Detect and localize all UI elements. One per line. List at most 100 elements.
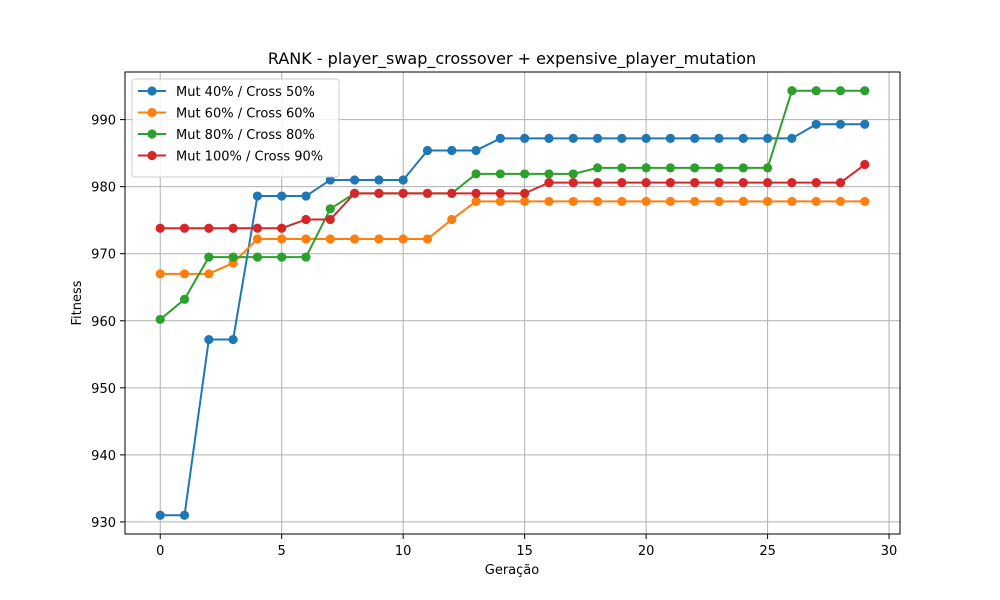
y-tick-label: 970 <box>91 248 116 263</box>
data-point <box>690 133 700 143</box>
data-point <box>422 188 433 198</box>
data-point <box>325 204 335 214</box>
data-point <box>738 178 748 188</box>
data-point <box>592 178 603 188</box>
data-point <box>641 133 651 143</box>
data-point <box>811 178 821 188</box>
x-tick-label: 5 <box>278 544 286 559</box>
data-point <box>277 234 287 244</box>
data-point <box>641 196 651 207</box>
data-point <box>592 163 603 173</box>
data-point <box>617 133 627 143</box>
legend-box <box>131 78 340 178</box>
data-point <box>520 188 530 198</box>
data-point <box>277 252 287 262</box>
data-point <box>277 191 287 201</box>
data-point <box>228 334 238 345</box>
legend: Mut 40% / Cross 50% Mut 60% / Cross 60% Mu… <box>131 78 340 178</box>
data-point <box>762 163 773 173</box>
data-point <box>617 178 627 188</box>
data-point <box>520 169 530 179</box>
legend-swatch-marker <box>147 129 157 139</box>
data-point <box>641 178 651 188</box>
x-tick-label: 25 <box>759 544 776 559</box>
data-point <box>835 196 846 207</box>
data-point <box>155 314 165 325</box>
data-point <box>374 175 384 185</box>
data-point <box>811 119 821 129</box>
legend-label: Mut 100% / Cross 90% <box>176 150 323 165</box>
data-point <box>544 133 554 143</box>
data-point <box>544 178 554 188</box>
data-point <box>204 223 214 233</box>
data-point <box>204 252 214 262</box>
tick-layer: 0 5 10 15 20 25 30 930 940 950 960 970 980 990 <box>91 114 897 559</box>
legend-label: Mut 80% / Cross 80% <box>176 128 315 143</box>
data-point <box>835 119 846 129</box>
data-point <box>447 188 457 198</box>
data-point <box>301 234 311 244</box>
data-point <box>520 133 530 143</box>
data-point <box>325 234 335 244</box>
data-point <box>690 196 700 207</box>
data-point <box>860 159 870 170</box>
grid-layer <box>125 72 900 534</box>
legend-swatch-marker <box>147 150 157 161</box>
x-axis-label: Geração <box>485 563 539 578</box>
x-tick-label: 20 <box>638 544 655 559</box>
data-point <box>714 163 724 173</box>
legend-label: Mut 60% / Cross 60% <box>176 107 315 122</box>
data-point <box>811 196 821 207</box>
data-point <box>811 86 821 96</box>
data-point <box>665 163 676 173</box>
data-point <box>277 223 287 233</box>
x-tick-label: 30 <box>881 544 898 559</box>
data-point <box>422 145 433 156</box>
data-point <box>617 196 627 207</box>
data-point <box>204 269 214 279</box>
data-point <box>301 252 311 262</box>
data-point <box>447 214 457 225</box>
data-point <box>592 133 603 143</box>
data-point <box>787 86 797 96</box>
y-tick-label: 940 <box>91 449 116 464</box>
legend-item: Mut 40% / Cross 50% <box>138 85 315 100</box>
data-point <box>471 188 481 198</box>
series-2 <box>155 196 870 279</box>
series-1 <box>155 119 870 520</box>
data-point <box>762 196 773 207</box>
data-point <box>349 188 360 198</box>
data-point <box>665 196 676 207</box>
series-4 <box>155 159 870 233</box>
data-point <box>738 133 748 143</box>
legend-item: Mut 100% / Cross 90% <box>138 150 323 165</box>
data-point <box>349 234 360 244</box>
data-point <box>690 163 700 173</box>
data-point <box>714 133 724 143</box>
data-point <box>787 133 797 143</box>
data-point <box>495 133 505 143</box>
data-point <box>520 196 530 207</box>
data-point <box>155 223 165 233</box>
y-tick-label: 930 <box>91 516 116 531</box>
y-tick-label: 950 <box>91 382 116 397</box>
data-point <box>641 163 651 173</box>
data-point <box>471 196 481 207</box>
legend-swatch-marker <box>147 107 157 118</box>
data-point <box>398 188 408 198</box>
data-point <box>738 163 748 173</box>
data-point <box>592 196 603 207</box>
legend-item: Mut 80% / Cross 80% <box>138 128 315 143</box>
chart-title: RANK - player_swap_crossover + expensive… <box>268 49 756 69</box>
data-point <box>544 169 554 179</box>
data-point <box>398 175 408 185</box>
legend-item: Mut 60% / Cross 60% <box>138 107 315 122</box>
data-point <box>665 178 676 188</box>
data-point <box>155 510 165 520</box>
data-point <box>568 196 578 207</box>
data-point <box>447 145 457 156</box>
y-axis-label: Fitness <box>70 280 85 325</box>
data-point <box>544 196 554 207</box>
data-point <box>398 234 408 244</box>
data-point <box>665 133 676 143</box>
